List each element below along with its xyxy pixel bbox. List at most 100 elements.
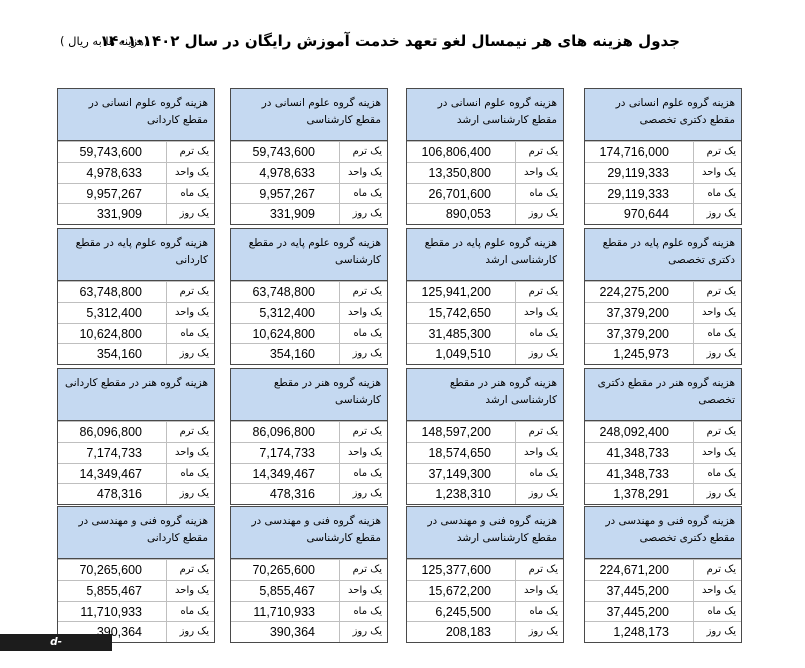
table-row: یک ترم 224,275,200 <box>585 281 741 302</box>
table-row: یک ماه 10,624,800 <box>58 322 214 344</box>
cost-value: 86,096,800 <box>252 425 315 439</box>
cost-value: 890,053 <box>445 207 491 222</box>
cost-table: هزینه گروه فنی و مهندسی در مقطع کاردانی ی… <box>57 506 215 643</box>
table-row: یک ترم 174,716,000 <box>585 141 741 162</box>
cost-value: 174,716,000 <box>599 145 669 159</box>
cost-table: هزینه گروه علوم پایه در مقطع کارشناسی یک … <box>230 228 388 365</box>
cost-value: 86,096,800 <box>79 425 142 439</box>
period-label: یک روز <box>166 344 214 364</box>
table-row: یک روز 1,378,291 <box>585 483 741 504</box>
cost-value: 970,644 <box>623 207 669 222</box>
period-label: یک ترم <box>166 422 214 442</box>
period-label: یک واحد <box>693 580 741 601</box>
table-row: یک واحد 5,312,400 <box>231 301 387 323</box>
page-title: جدول هزینه های هر نیمسال لغو تعهد خدمت آ… <box>99 32 680 50</box>
table-row: یک ماه 10,624,800 <box>231 322 387 344</box>
cost-table: هزینه گروه علوم انسانی در مقطع کارشناسی ی… <box>230 88 388 225</box>
period-label: یک روز <box>515 204 563 224</box>
cost-value: 478,316 <box>96 487 142 502</box>
table-row: یک واحد 15,672,200 <box>407 579 563 601</box>
cost-value: 11,710,933 <box>80 604 142 619</box>
cost-value: 29,119,333 <box>607 186 669 201</box>
period-label: یک ماه <box>339 601 387 622</box>
site-watermark: d-bushehr.nus.ac.ir <box>0 634 112 665</box>
cost-value: 331,909 <box>269 207 315 222</box>
cost-value: 41,348,733 <box>606 466 669 481</box>
period-label: یک واحد <box>339 302 387 323</box>
table-row: یک روز 354,160 <box>231 343 387 364</box>
table-row: یک ترم 86,096,800 <box>58 421 214 442</box>
cost-table: هزینه گروه هنر در مقطع دکتری تخصصی یک ترم… <box>584 368 742 505</box>
table-row: یک ماه 14,349,467 <box>58 462 214 484</box>
cost-value: 1,245,973 <box>613 347 669 362</box>
cost-value: 9,957,267 <box>259 186 315 201</box>
period-label: یک ماه <box>515 183 563 204</box>
table-row: یک روز 354,160 <box>58 343 214 364</box>
table-row: یک ترم 70,265,600 <box>58 559 214 580</box>
cost-table-header: هزینه گروه فنی و مهندسی در مقطع کارشناسی… <box>407 507 563 559</box>
cost-value: 148,597,200 <box>421 425 491 439</box>
period-label: یک ماه <box>515 601 563 622</box>
table-row: یک روز 478,316 <box>58 483 214 504</box>
period-label: یک واحد <box>693 442 741 463</box>
table-row: یک روز 1,245,973 <box>585 343 741 364</box>
cost-value: 29,119,333 <box>607 165 669 180</box>
period-label: یک ماه <box>166 601 214 622</box>
cost-table: هزینه گروه هنر در مقطع کارشناسی یک ترم 86,… <box>230 368 388 505</box>
table-row: یک ترم 59,743,600 <box>58 141 214 162</box>
period-label: یک ماه <box>693 323 741 344</box>
period-label: یک واحد <box>166 162 214 183</box>
period-label: یک روز <box>693 622 741 642</box>
table-row: یک ماه 26,701,600 <box>407 182 563 204</box>
table-row: یک روز 890,053 <box>407 203 563 224</box>
cost-table-header: هزینه گروه فنی و مهندسی در مقطع دکتری تخ… <box>585 507 741 559</box>
period-label: یک ترم <box>166 560 214 580</box>
cost-value: 106,806,400 <box>421 145 491 159</box>
period-label: یک واحد <box>166 302 214 323</box>
cost-table: هزینه گروه هنر در مقطع کارشناسی ارشد یک ت… <box>406 368 564 505</box>
cost-table-header: هزینه گروه علوم پایه در مقطع کاردانی <box>58 229 214 281</box>
cost-value: 5,855,467 <box>259 583 315 598</box>
table-row: یک روز 1,238,310 <box>407 483 563 504</box>
cost-table-header: هزینه گروه علوم انسانی در مقطع دکتری تخص… <box>585 89 741 141</box>
table-row: یک روز 970,644 <box>585 203 741 224</box>
cost-value: 354,160 <box>96 347 142 362</box>
cost-table-header: هزینه گروه هنر در مقطع کاردانی <box>58 369 214 421</box>
period-label: یک واحد <box>339 580 387 601</box>
cost-value: 10,624,800 <box>252 326 315 341</box>
table-row: یک ماه 37,445,200 <box>585 600 741 622</box>
cost-value: 1,049,510 <box>435 347 491 362</box>
cost-table-header: هزینه گروه فنی و مهندسی در مقطع کارشناسی <box>231 507 387 559</box>
cost-value: 5,312,400 <box>86 305 142 320</box>
cost-table-header: هزینه گروه علوم انسانی در مقطع کارشناسی <box>231 89 387 141</box>
period-label: یک روز <box>515 344 563 364</box>
table-row: یک روز 331,909 <box>58 203 214 224</box>
cost-value: 7,174,733 <box>86 445 142 460</box>
table-row: یک ماه 31,485,300 <box>407 322 563 344</box>
cost-value: 1,238,310 <box>435 487 491 502</box>
table-row: یک ترم 63,748,800 <box>231 281 387 302</box>
cost-value: 208,183 <box>445 625 491 640</box>
cost-value: 37,149,300 <box>428 466 491 481</box>
table-row: یک روز 208,183 <box>407 621 563 642</box>
table-row: یک روز 478,316 <box>231 483 387 504</box>
table-row: یک ماه 29,119,333 <box>585 182 741 204</box>
period-label: یک ماه <box>166 323 214 344</box>
cost-table-header: هزینه گروه علوم انسانی در مقطع کارشناسی … <box>407 89 563 141</box>
period-label: یک روز <box>339 344 387 364</box>
cost-table: هزینه گروه فنی و مهندسی در مقطع دکتری تخ… <box>584 506 742 643</box>
table-row: یک واحد 15,742,650 <box>407 301 563 323</box>
period-label: یک ترم <box>515 422 563 442</box>
period-label: یک واحد <box>693 302 741 323</box>
period-label: یک واحد <box>515 302 563 323</box>
period-label: یک ماه <box>166 463 214 484</box>
period-label: یک ترم <box>166 142 214 162</box>
cost-value: 478,316 <box>269 487 315 502</box>
cost-table-header: هزینه گروه علوم پایه در مقطع کارشناسی ار… <box>407 229 563 281</box>
cost-value: 1,378,291 <box>613 487 669 502</box>
table-row: یک واحد 13,350,800 <box>407 161 563 183</box>
period-label: یک ماه <box>166 183 214 204</box>
cost-table-header: هزینه گروه علوم انسانی در مقطع کاردانی <box>58 89 214 141</box>
cost-table-header: هزینه گروه هنر در مقطع کارشناسی ارشد <box>407 369 563 421</box>
cost-value: 18,574,650 <box>428 445 491 460</box>
